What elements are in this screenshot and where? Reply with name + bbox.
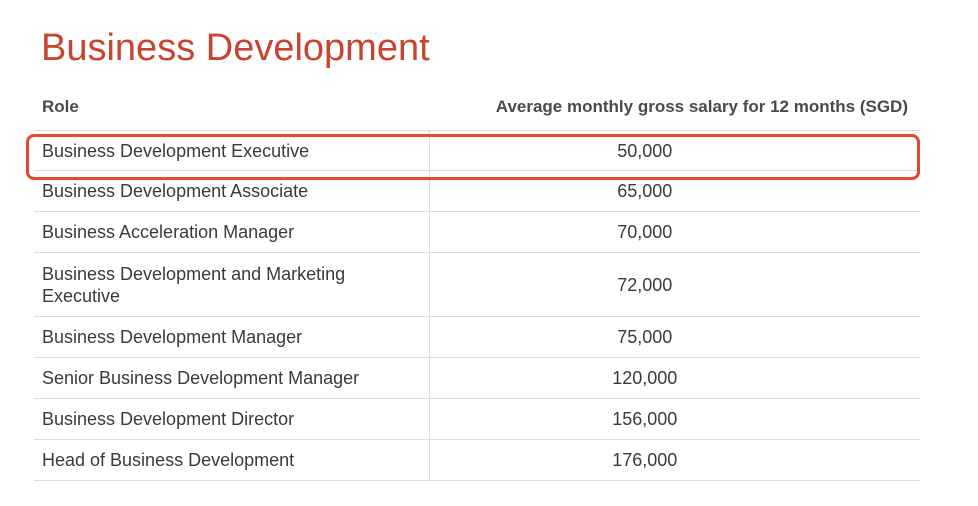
role-cell: Head of Business Development bbox=[34, 439, 430, 481]
table-row: Business Development Manager 75,000 bbox=[34, 316, 920, 358]
salary-table: Role Average monthly gross salary for 12… bbox=[34, 84, 920, 481]
salary-cell: 156,000 bbox=[429, 398, 920, 440]
table-row: Business Development Director 156,000 bbox=[34, 398, 920, 440]
table-row: Business Acceleration Manager 70,000 bbox=[34, 211, 920, 253]
role-cell: Business Development and Marketing Execu… bbox=[34, 252, 430, 317]
table-row: Business Development Associate 65,000 bbox=[34, 170, 920, 212]
table-row: Business Development and Marketing Execu… bbox=[34, 252, 920, 317]
salary-cell: 176,000 bbox=[429, 439, 920, 481]
salary-cell: 70,000 bbox=[429, 211, 920, 253]
role-cell: Business Acceleration Manager bbox=[34, 211, 430, 253]
table-header-row: Role Average monthly gross salary for 12… bbox=[34, 84, 920, 131]
salary-cell: 65,000 bbox=[429, 170, 920, 212]
table-row: Head of Business Development 176,000 bbox=[34, 439, 920, 481]
salary-cell: 75,000 bbox=[429, 316, 920, 358]
table-row: Senior Business Development Manager 120,… bbox=[34, 357, 920, 399]
role-cell: Business Development Associate bbox=[34, 170, 430, 212]
salary-cell: 72,000 bbox=[429, 252, 920, 317]
table-row: Business Development Executive 50,000 bbox=[34, 130, 920, 171]
page-title: Business Development bbox=[41, 27, 430, 69]
role-cell: Business Development Executive bbox=[34, 130, 430, 171]
role-column-header: Role bbox=[42, 97, 79, 116]
role-cell: Senior Business Development Manager bbox=[34, 357, 430, 399]
salary-cell: 120,000 bbox=[429, 357, 920, 399]
salary-column-header: Average monthly gross salary for 12 mont… bbox=[495, 97, 908, 116]
role-cell: Business Development Manager bbox=[34, 316, 430, 358]
salary-cell: 50,000 bbox=[429, 130, 920, 171]
role-cell: Business Development Director bbox=[34, 398, 430, 440]
